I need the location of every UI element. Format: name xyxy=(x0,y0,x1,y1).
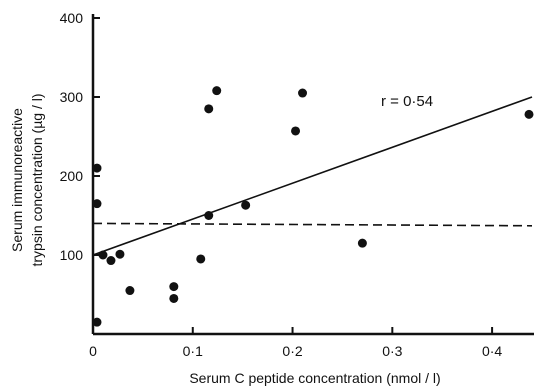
data-point xyxy=(357,238,367,248)
x-tick-label: 0 xyxy=(89,343,97,359)
correlation-annotation: r = 0·54 xyxy=(381,93,433,110)
data-point xyxy=(125,286,135,296)
data-point xyxy=(524,109,534,119)
data-point xyxy=(106,256,116,266)
data-point xyxy=(298,88,308,98)
data-point xyxy=(115,249,125,259)
x-tick-label: 0·1 xyxy=(183,343,203,359)
data-point xyxy=(92,163,102,173)
data-point xyxy=(204,211,214,220)
data-point xyxy=(204,104,214,114)
regression-line xyxy=(92,96,533,256)
data-point xyxy=(196,254,206,264)
y-axis-title-line2: trypsin concentration (µg / l) xyxy=(29,93,45,266)
x-tick-label: 0·3 xyxy=(382,343,402,359)
y-axis-title-line1: Serum immunoreactive xyxy=(9,108,25,252)
data-point xyxy=(92,199,102,209)
data-point xyxy=(98,250,108,260)
x-tick-label: 0·4 xyxy=(482,343,502,359)
data-points xyxy=(92,86,534,327)
x-axis-title: Serum C peptide concentration (nmol / l) xyxy=(189,370,440,386)
data-point xyxy=(169,293,179,303)
reference-dashed-line xyxy=(92,222,533,227)
y-tick-label: 100 xyxy=(60,247,84,263)
data-point xyxy=(241,200,251,210)
y-tick-label: 200 xyxy=(60,168,84,184)
y-tick-label: 400 xyxy=(60,10,84,26)
x-tick-label: 0·2 xyxy=(282,343,302,359)
data-point xyxy=(169,282,179,292)
data-point xyxy=(92,317,102,327)
x-ticks: 0 0·1 0·2 0·3 0·4 xyxy=(89,327,502,359)
data-point xyxy=(212,86,222,96)
y-tick-label: 300 xyxy=(60,89,84,105)
data-point xyxy=(291,126,301,136)
y-ticks: 100 200 300 400 xyxy=(60,10,100,263)
